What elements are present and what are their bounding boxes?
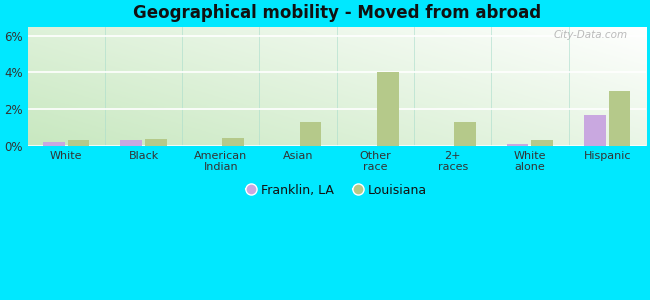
Bar bbox=[609, 91, 630, 146]
Text: City-Data.com: City-Data.com bbox=[553, 30, 627, 40]
Bar bbox=[584, 115, 606, 146]
Bar bbox=[68, 140, 90, 146]
Bar bbox=[222, 138, 244, 146]
Bar bbox=[454, 122, 476, 146]
Title: Geographical mobility - Moved from abroad: Geographical mobility - Moved from abroa… bbox=[133, 4, 541, 22]
Bar bbox=[145, 139, 167, 146]
Legend: Franklin, LA, Louisiana: Franklin, LA, Louisiana bbox=[241, 179, 432, 202]
Bar bbox=[43, 142, 65, 146]
Bar bbox=[300, 122, 321, 146]
Bar bbox=[507, 144, 528, 146]
Bar bbox=[532, 140, 553, 146]
Bar bbox=[120, 140, 142, 146]
Bar bbox=[377, 71, 398, 146]
